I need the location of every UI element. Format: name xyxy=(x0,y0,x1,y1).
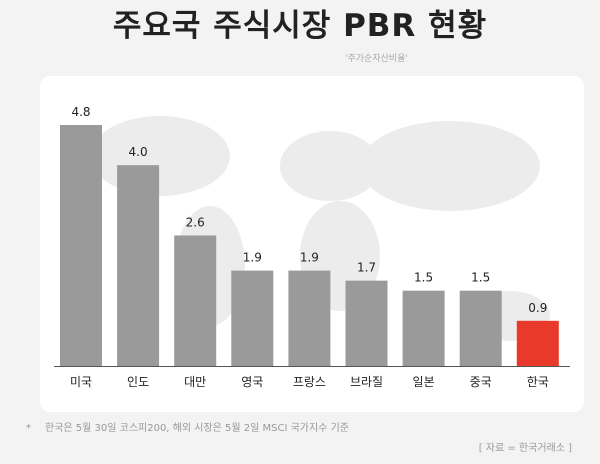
value-label: 2.6 xyxy=(186,215,205,229)
value-label: 1.7 xyxy=(357,261,376,275)
source-credit: [ 자료 = 한국거래소 ] xyxy=(478,443,572,454)
value-label: 1.9 xyxy=(243,251,262,265)
category-label: 대만 xyxy=(184,375,206,389)
value-label: 1.5 xyxy=(414,271,433,285)
category-label: 브라질 xyxy=(350,375,383,389)
bar-6 xyxy=(402,290,445,366)
footnote: * 한국은 5월 30일 코스피200, 해외 시장은 5월 2일 MSCI 국가… xyxy=(26,422,349,436)
bar-5 xyxy=(345,280,388,366)
chart-title: 주요국 주식시장 PBR 현황 xyxy=(112,8,488,44)
value-label: 4.0 xyxy=(129,145,148,159)
bar-3 xyxy=(231,270,274,366)
category-label: 중국 xyxy=(470,375,492,389)
category-label: 인도 xyxy=(127,375,149,389)
value-label: 1.9 xyxy=(300,251,319,265)
bar-4 xyxy=(288,270,331,366)
footnote-text: 한국은 5월 30일 코스피200, 해외 시장은 5월 2일 MSCI 국가지… xyxy=(45,423,349,434)
category-label: 프랑스 xyxy=(293,375,326,389)
category-label: 미국 xyxy=(70,375,92,389)
bar-chart: 4.8 미국 4.0 인도 2.6 대만 1.9 영국 1.9 프랑스 1.7 브라질 1.5 일본 1.5… xyxy=(54,105,570,389)
bar-1 xyxy=(117,165,160,366)
bar-0 xyxy=(60,125,102,366)
bar-8 xyxy=(516,320,559,366)
value-label: 4.8 xyxy=(71,105,90,119)
chart-subtitle: '주가순자산비율' xyxy=(345,54,408,64)
bar-2 xyxy=(174,235,217,366)
category-label: 영국 xyxy=(241,375,263,389)
value-label: 0.9 xyxy=(528,301,547,315)
footnote-bullet: * xyxy=(26,423,31,434)
category-label: 한국 xyxy=(527,375,549,389)
category-label: 일본 xyxy=(413,375,435,389)
bar-7 xyxy=(459,290,502,366)
value-label: 1.5 xyxy=(471,271,490,285)
chart-card: 4.8 미국 4.0 인도 2.6 대만 1.9 영국 1.9 프랑스 1.7 브라질 1.5 일본 1.5… xyxy=(40,76,584,412)
